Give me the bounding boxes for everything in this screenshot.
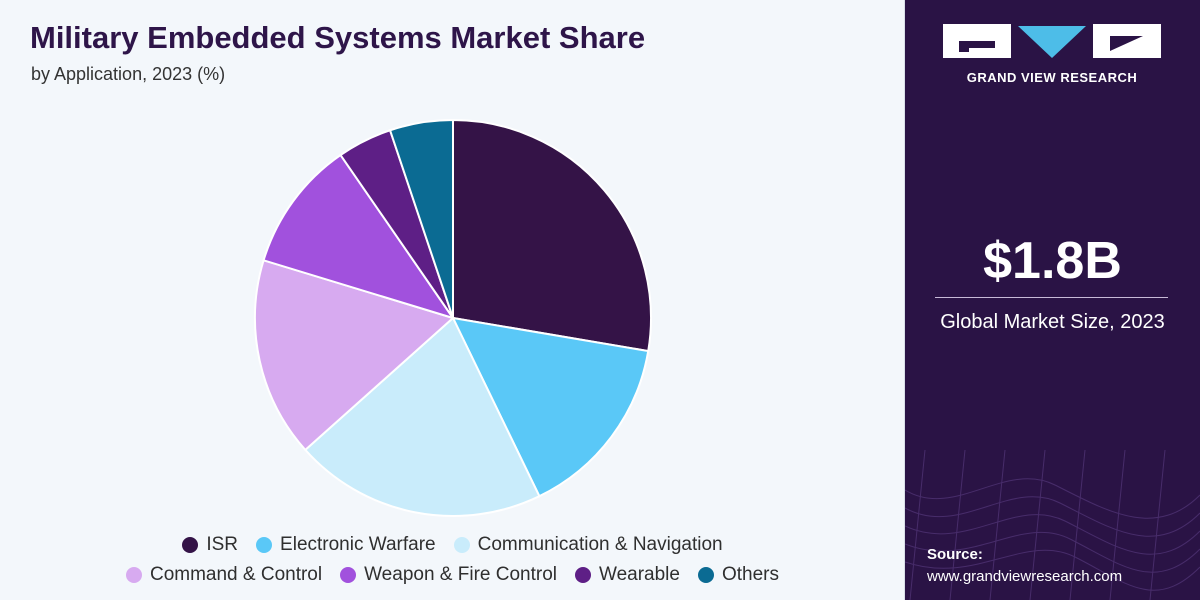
legend-label-electronic-warfare: Electronic Warfare bbox=[280, 534, 436, 555]
legend-label-weapon-fire-control: Weapon & Fire Control bbox=[364, 564, 557, 585]
legend-label-others: Others bbox=[721, 564, 780, 585]
gvr-logo: GRAND VIEW RESEARCH bbox=[943, 22, 1161, 92]
legend-marker-electronic-warfare bbox=[256, 537, 273, 553]
pie-slice-command-control bbox=[254, 259, 455, 452]
sidebar-panel: GRAND VIEW RESEARCH $1.8B Global Market … bbox=[905, 0, 1200, 600]
chart-panel: Military Embedded Systems Market Share b… bbox=[0, 0, 905, 600]
legend-marker-command-control bbox=[125, 567, 142, 583]
legend-row-2: Command & Control Weapon & Fire Control … bbox=[0, 564, 905, 586]
pie-slice-electronic-warfare bbox=[451, 316, 650, 498]
sidebar-grid-pattern bbox=[905, 450, 1200, 600]
legend-item-wearable: Wearable bbox=[575, 564, 680, 586]
chart-title: Military Embedded Systems Market Share bbox=[30, 20, 646, 55]
legend-label-isr: ISR bbox=[206, 534, 239, 555]
legend-marker-others bbox=[697, 567, 714, 583]
brand-name: GRAND VIEW RESEARCH bbox=[966, 70, 1138, 85]
legend-item-communication-navigation: Communication & Navigation bbox=[453, 534, 723, 556]
legend-label-command-control: Command & Control bbox=[149, 564, 323, 585]
market-size-divider bbox=[935, 297, 1168, 298]
pie-slice-isr bbox=[452, 118, 652, 353]
legend-label-communication-navigation: Communication & Navigation bbox=[477, 534, 723, 555]
legend-item-weapon-fire-control: Weapon & Fire Control bbox=[340, 564, 557, 586]
legend-marker-weapon-fire-control bbox=[340, 567, 357, 583]
legend-item-others: Others bbox=[697, 564, 780, 586]
source-label: Source: bbox=[927, 546, 983, 563]
legend-marker-isr bbox=[182, 537, 199, 553]
chart-subtitle: by Application, 2023 (%) bbox=[31, 64, 226, 84]
market-size-value: $1.8B bbox=[983, 232, 1122, 290]
legend-item-electronic-warfare: Electronic Warfare bbox=[256, 534, 436, 556]
source-url: www.grandviewresearch.com bbox=[927, 568, 1123, 585]
legend-row-1: ISR Electronic Warfare Communication & N… bbox=[0, 534, 905, 556]
market-size-label: Global Market Size, 2023 bbox=[940, 311, 1165, 333]
pie-slice-others bbox=[388, 118, 454, 319]
legend-marker-communication-navigation bbox=[453, 537, 470, 553]
legend-item-command-control: Command & Control bbox=[125, 564, 323, 586]
legend-label-wearable: Wearable bbox=[599, 564, 680, 585]
legend-item-isr: ISR bbox=[182, 534, 238, 556]
pie-slice-communication-navigation bbox=[303, 316, 541, 517]
pie-chart bbox=[254, 118, 652, 517]
legend-marker-wearable bbox=[575, 567, 591, 583]
pie-slice-weapon-fire-control bbox=[262, 153, 456, 320]
gvr-logo-mark bbox=[943, 24, 1161, 58]
